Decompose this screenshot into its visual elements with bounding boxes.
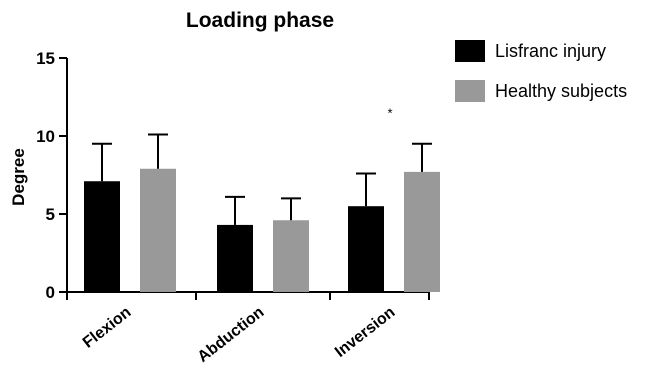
y-tick-label: 10 xyxy=(36,127,55,146)
y-axis-title: Degree xyxy=(9,148,28,206)
bar-abduction-healthy xyxy=(273,220,309,292)
bar-inversion-lisfranc xyxy=(348,206,384,292)
bar-inversion-healthy xyxy=(404,171,440,292)
significance-marker: * xyxy=(387,105,392,120)
x-tick-label-abduction: Abduction xyxy=(195,304,268,366)
legend-swatch-lisfranc xyxy=(455,40,485,62)
legend-label-healthy: Healthy subjects xyxy=(495,81,627,101)
bar-abduction-lisfranc xyxy=(217,224,253,292)
x-tick-label-flexion: Flexion xyxy=(80,304,135,352)
legend-label-lisfranc: Lisfranc injury xyxy=(495,41,606,61)
x-tick-label-inversion: Inversion xyxy=(332,304,399,361)
bar-flexion-healthy xyxy=(140,168,176,292)
legend: Lisfranc injury Healthy subjects xyxy=(455,40,627,102)
y-tick-label: 5 xyxy=(46,205,55,224)
bar-flexion-lisfranc xyxy=(84,181,120,292)
plot-area: 0 5 10 15 Flexion Abduction Inversion * xyxy=(36,49,440,366)
chart-title: Loading phase xyxy=(186,9,334,32)
y-tick-label: 0 xyxy=(46,283,55,302)
y-tick-label: 15 xyxy=(36,49,55,68)
legend-swatch-healthy xyxy=(455,80,485,102)
